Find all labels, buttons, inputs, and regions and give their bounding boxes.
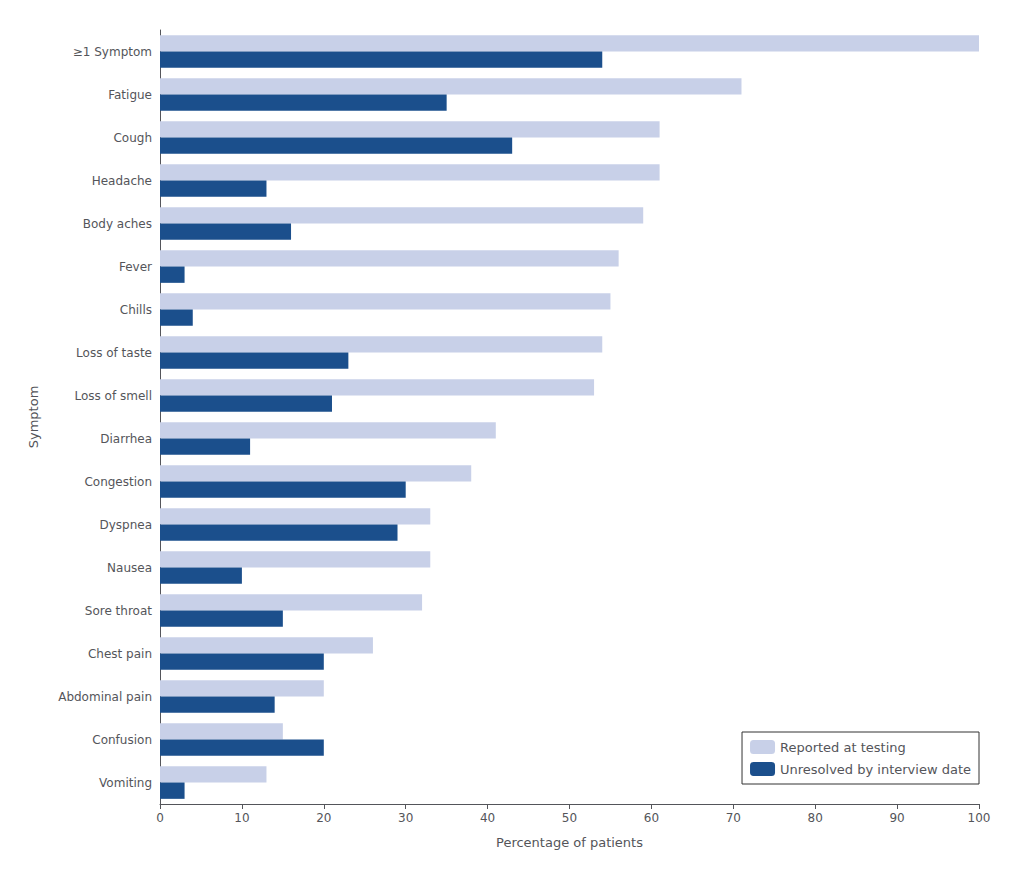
svg-text:70: 70	[726, 811, 741, 825]
svg-text:Loss of smell: Loss of smell	[74, 389, 152, 403]
svg-text:Headache: Headache	[92, 174, 152, 188]
svg-text:50: 50	[562, 811, 577, 825]
svg-text:40: 40	[480, 811, 495, 825]
svg-text:0: 0	[156, 811, 164, 825]
svg-text:Chest pain: Chest pain	[88, 647, 152, 661]
svg-text:Fatigue: Fatigue	[108, 88, 152, 102]
svg-text:Abdominal pain: Abdominal pain	[58, 690, 152, 704]
svg-text:Body aches: Body aches	[83, 217, 152, 231]
svg-text:Percentage of patients: Percentage of patients	[496, 835, 643, 850]
svg-text:Nausea: Nausea	[107, 561, 152, 575]
svg-text:Congestion: Congestion	[84, 475, 152, 489]
svg-text:100: 100	[968, 811, 991, 825]
svg-text:Loss of taste: Loss of taste	[76, 346, 152, 360]
svg-text:Dyspnea: Dyspnea	[99, 518, 152, 532]
svg-text:Confusion: Confusion	[92, 733, 152, 747]
svg-text:10: 10	[234, 811, 249, 825]
svg-text:Sore throat: Sore throat	[85, 604, 153, 618]
svg-text:Vomiting: Vomiting	[99, 776, 152, 790]
svg-text:Symptom: Symptom	[26, 386, 41, 449]
svg-text:Chills: Chills	[120, 303, 152, 317]
svg-text:Fever: Fever	[119, 260, 152, 274]
svg-text:60: 60	[644, 811, 659, 825]
svg-text:Reported at testing: Reported at testing	[780, 740, 906, 755]
svg-text:Cough: Cough	[113, 131, 152, 145]
svg-text:Diarrhea: Diarrhea	[100, 432, 152, 446]
svg-text:90: 90	[889, 811, 904, 825]
svg-text:80: 80	[808, 811, 823, 825]
svg-text:≥1 Symptom: ≥1 Symptom	[73, 45, 152, 59]
svg-text:30: 30	[398, 811, 413, 825]
svg-text:20: 20	[316, 811, 331, 825]
svg-text:Unresolved by interview date: Unresolved by interview date	[780, 762, 971, 777]
